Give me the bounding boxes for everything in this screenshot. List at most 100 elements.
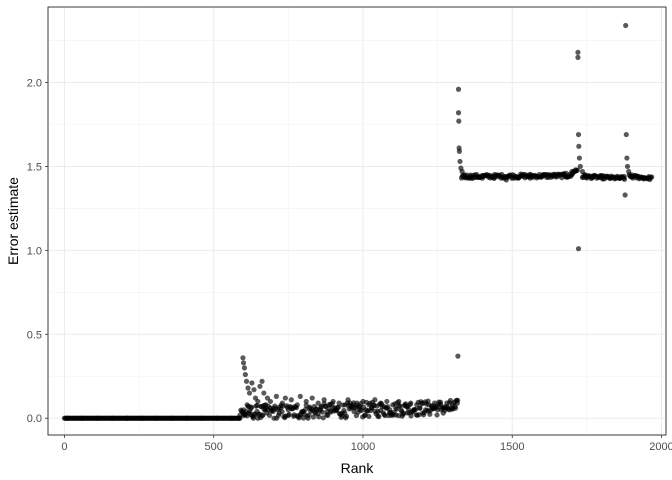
y-axis-ticks: 0.0 0.5 1.0 1.5 2.0 <box>27 78 48 425</box>
data-point <box>303 398 309 405</box>
data-point <box>623 131 629 138</box>
data-point <box>366 413 372 420</box>
data-point <box>372 397 378 403</box>
data-point <box>242 371 248 378</box>
data-point <box>324 408 330 415</box>
data-point <box>240 407 247 413</box>
data-point <box>351 408 357 415</box>
data-point <box>427 411 433 417</box>
data-point <box>261 390 267 396</box>
data-point <box>575 49 581 55</box>
data-point <box>624 163 631 170</box>
data-point <box>312 410 318 416</box>
data-point <box>455 353 461 359</box>
data-point <box>199 415 205 421</box>
data-point <box>320 415 326 421</box>
data-point <box>579 168 586 175</box>
y-axis-title: Error estimate <box>5 177 21 265</box>
y-tick-label: 0.5 <box>27 329 42 341</box>
plot-panel <box>47 6 667 436</box>
data-point <box>455 86 462 92</box>
data-point <box>270 405 277 411</box>
data-point <box>405 403 411 410</box>
data-point <box>258 403 264 410</box>
data-point <box>260 412 266 418</box>
data-point <box>64 415 71 421</box>
data-point <box>515 175 521 181</box>
data-point <box>282 395 288 401</box>
data-point <box>315 400 321 406</box>
data-point <box>575 54 581 60</box>
data-point <box>456 148 463 154</box>
data-point <box>318 403 324 410</box>
data-point <box>229 415 235 421</box>
data-point <box>387 407 393 413</box>
data-point <box>456 118 462 124</box>
data-point <box>184 415 190 421</box>
data-point <box>339 410 345 416</box>
y-tick-label: 2.0 <box>27 78 42 90</box>
data-point <box>264 395 271 401</box>
data-point <box>381 403 387 410</box>
data-point <box>357 403 363 410</box>
data-point <box>539 173 545 180</box>
data-point <box>621 173 627 180</box>
x-tick-label: 1000 <box>351 441 375 453</box>
data-point <box>437 402 444 408</box>
data-point <box>411 407 417 413</box>
grid-major <box>48 7 666 435</box>
data-point <box>342 402 348 408</box>
data-point <box>244 402 250 408</box>
data-point <box>291 412 297 418</box>
data-points <box>61 22 655 421</box>
data-point <box>646 175 653 181</box>
data-point <box>345 397 351 403</box>
data-point <box>626 168 632 175</box>
data-point <box>266 412 273 418</box>
x-axis-title: Rank <box>341 460 375 476</box>
data-point <box>250 413 256 420</box>
data-point <box>454 400 460 406</box>
data-point <box>243 378 250 384</box>
data-point <box>382 412 388 419</box>
x-tick-label: 2000 <box>649 441 672 453</box>
data-point <box>255 398 261 405</box>
y-tick-label: 1.5 <box>27 161 42 173</box>
data-point <box>262 407 268 413</box>
data-point <box>336 400 342 406</box>
data-point <box>563 170 569 176</box>
data-point <box>622 192 628 198</box>
data-point <box>423 407 429 413</box>
data-point <box>242 412 248 418</box>
data-point <box>479 175 485 181</box>
data-point <box>245 385 251 391</box>
data-point <box>276 410 282 416</box>
data-point <box>249 380 255 386</box>
data-point <box>343 413 350 419</box>
data-point <box>366 402 372 408</box>
x-axis-ticks: 0 500 1000 1500 2000 <box>61 435 672 453</box>
data-point <box>503 177 509 183</box>
data-point <box>169 415 175 421</box>
data-point <box>241 365 248 371</box>
data-point <box>330 398 336 405</box>
data-point <box>79 415 85 421</box>
data-point <box>236 415 242 421</box>
data-point <box>467 173 474 180</box>
data-point <box>321 397 327 403</box>
data-point <box>263 402 269 408</box>
data-point <box>452 405 459 411</box>
data-point <box>378 400 384 406</box>
data-point <box>319 409 325 415</box>
data-point <box>369 405 375 411</box>
data-point <box>240 360 247 366</box>
data-point <box>376 414 382 420</box>
data-point <box>429 403 435 410</box>
data-point <box>375 408 381 415</box>
data-point <box>360 398 366 405</box>
data-point <box>279 400 285 406</box>
data-point <box>641 175 647 181</box>
plot-border <box>47 6 667 436</box>
data-point <box>259 378 265 384</box>
